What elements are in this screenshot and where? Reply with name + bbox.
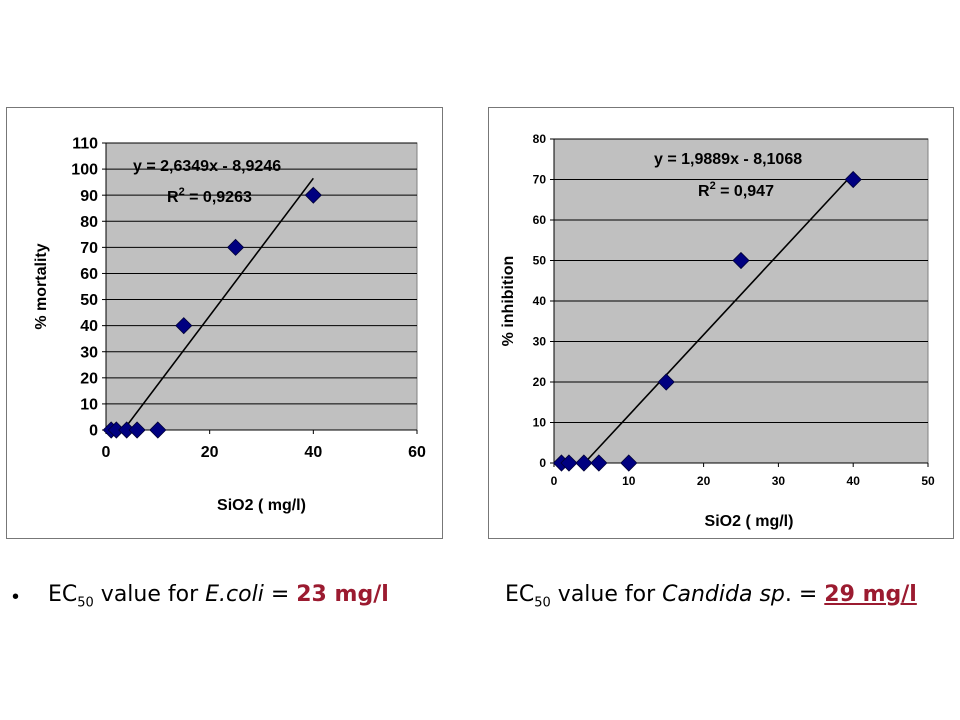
r-squared-label: R2 = 0,9263 (167, 186, 252, 206)
data-point-marker (590, 454, 608, 472)
x-tick-label: 40 (847, 474, 861, 488)
data-point-marker (560, 454, 578, 472)
y-tick-label: 0 (539, 456, 546, 470)
x-tick-label: 0 (102, 444, 111, 461)
inhibition-chart-svg: 0 10 20 30 40 50 60 70 80 0 10 20 30 40 50 SiO2 ( mg/l)… (500, 132, 935, 530)
y-axis-label: % inhibition (500, 256, 517, 347)
trendline-equation: y = 1,9889x - 8,1068 (654, 151, 802, 168)
x-tick-label: 40 (304, 444, 322, 461)
r-squared-value: = 0,9263 (185, 189, 252, 206)
x-tick-label: 10 (622, 474, 636, 488)
data-point-marker (227, 238, 245, 256)
r-squared-superscript: 2 (179, 186, 185, 198)
data-point-marker (175, 317, 193, 335)
y-tick-label: 20 (533, 375, 547, 389)
mortality-chart: 0 10 20 30 40 50 60 70 80 90 100 110 0 20 40 60 SiO2 ( m… (6, 107, 443, 539)
ec-label: EC (505, 582, 535, 607)
ec-subscript: 50 (77, 595, 94, 611)
y-tick-label: 0 (89, 423, 98, 440)
y-tick-label: 110 (72, 136, 98, 153)
data-point-marker (732, 251, 750, 270)
caption-equals: . = (784, 582, 825, 607)
organism-name: E.coli (205, 582, 264, 607)
x-tick-label: 60 (408, 444, 426, 461)
x-tick-label: 30 (772, 474, 786, 488)
y-tick-label: 40 (533, 294, 547, 308)
caption-text: value for (93, 582, 206, 607)
trendline (122, 177, 314, 431)
x-tick-label: 0 (551, 474, 558, 488)
y-axis-label: % mortality (33, 243, 50, 329)
trendline-equation: y = 2,6349x - 8,9246 (133, 158, 281, 175)
y-tick-label: 50 (80, 292, 98, 309)
y-tick-label: 60 (533, 213, 547, 227)
ec-label: EC (48, 582, 78, 607)
mortality-chart-svg: 0 10 20 30 40 50 60 70 80 90 100 110 0 20 40 60 SiO2 ( m… (33, 136, 426, 514)
bullet-point: • (12, 586, 20, 608)
x-tick-label: 20 (697, 474, 711, 488)
ec-subscript: 50 (534, 595, 551, 611)
y-tick-label: 50 (533, 254, 547, 268)
y-tick-label: 80 (533, 132, 547, 146)
ec50-value: 29 mg/l (824, 582, 917, 607)
caption-text: value for (550, 582, 663, 607)
ec50-value: 23 mg/l (296, 582, 389, 607)
y-tick-label: 10 (80, 397, 98, 414)
r-squared-label: R2 = 0,947 (698, 180, 774, 200)
y-tick-label: 30 (80, 344, 98, 361)
y-tick-label: 70 (533, 173, 547, 187)
x-tick-label: 20 (201, 444, 219, 461)
y-tick-label: 80 (80, 214, 98, 231)
r-squared-symbol: R (167, 189, 179, 206)
data-point-marker (657, 373, 675, 391)
organism-name: Candida sp (662, 582, 785, 607)
ec50-candida-caption: EC50 value for Candida sp. = 29 mg/l (505, 582, 917, 610)
r-squared-superscript: 2 (710, 180, 716, 192)
data-point-marker (304, 186, 322, 204)
x-axis-label: SiO2 ( mg/l) (217, 497, 306, 514)
trendline (583, 173, 854, 464)
y-tick-label: 20 (80, 370, 98, 387)
data-point-marker (620, 454, 638, 472)
data-point-marker (844, 170, 862, 189)
data-point-marker (149, 421, 167, 439)
r-squared-symbol: R (698, 183, 710, 200)
data-point-marker (575, 454, 593, 472)
y-tick-label: 40 (80, 318, 98, 335)
y-tick-label: 30 (533, 335, 547, 349)
r-squared-value: = 0,947 (716, 183, 774, 200)
inhibition-chart: 0 10 20 30 40 50 60 70 80 0 10 20 30 40 50 SiO2 ( mg/l)… (488, 107, 954, 539)
y-tick-label: 60 (80, 266, 98, 283)
y-tick-label: 70 (80, 240, 98, 257)
plot-area (105, 142, 418, 431)
caption-equals: = (263, 582, 297, 607)
y-tick-label: 100 (71, 162, 98, 179)
x-axis-label: SiO2 ( mg/l) (705, 513, 794, 530)
x-tick-label: 50 (921, 474, 935, 488)
y-tick-label: 10 (533, 416, 547, 430)
ec50-ecoli-caption: EC50 value for E.coli = 23 mg/l (48, 582, 389, 610)
y-tick-label: 90 (80, 188, 98, 205)
data-point-marker (128, 421, 146, 439)
